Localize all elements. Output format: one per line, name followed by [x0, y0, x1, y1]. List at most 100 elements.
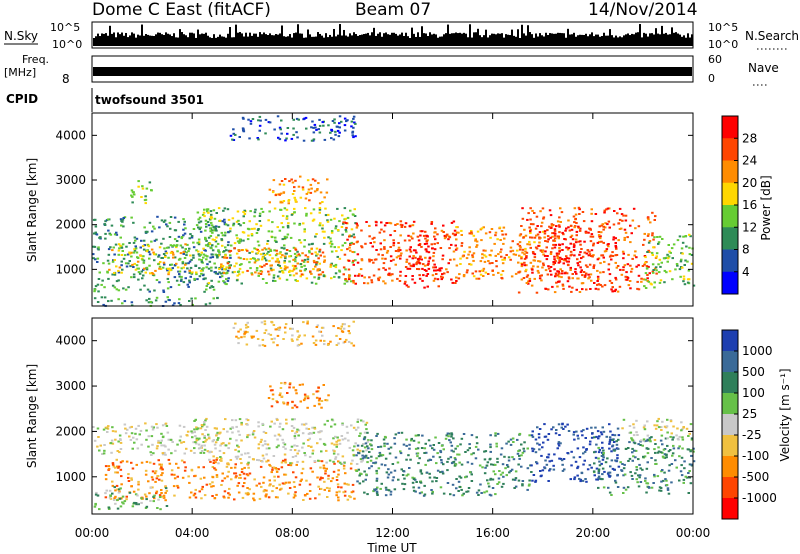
range-gate-cell [253, 499, 256, 502]
range-gate-cell [645, 447, 649, 450]
nsky-bar [679, 34, 681, 46]
range-gate-cell [635, 468, 639, 471]
range-gate-cell [580, 248, 583, 250]
range-gate-cell [627, 284, 631, 287]
nave-tick-bottom: 0 [708, 72, 715, 85]
range-gate-cell [613, 468, 616, 471]
nsky-bar [513, 35, 515, 46]
range-gate-cell [435, 480, 438, 483]
range-gate-cell [637, 443, 640, 446]
range-gate-cell [130, 216, 133, 219]
range-gate-cell [558, 259, 561, 262]
range-gate-cell [459, 263, 462, 265]
range-gate-cell [533, 236, 537, 239]
range-gate-cell [210, 279, 213, 282]
nsky-bar [483, 35, 485, 46]
range-gate-cell [634, 472, 637, 475]
range-gate-cell [622, 492, 625, 494]
range-gate-cell [278, 270, 281, 273]
range-gate-cell [431, 480, 434, 483]
range-gate-cell [237, 445, 240, 448]
range-gate-cell [235, 220, 239, 223]
range-gate-cell [563, 238, 566, 240]
range-gate-cell [169, 438, 173, 441]
range-gate-cell [284, 331, 287, 334]
range-gate-cell [264, 132, 267, 135]
range-gate-cell [242, 222, 246, 224]
range-gate-cell [408, 248, 412, 251]
range-gate-cell [265, 489, 268, 492]
nsky-bar [579, 34, 581, 46]
range-gate-cell [641, 444, 644, 447]
range-gate-cell [532, 448, 536, 451]
range-gate-cell [549, 251, 553, 254]
range-gate-cell [148, 181, 152, 184]
range-gate-cell [164, 486, 167, 488]
time-x-axis: 00:00 04:00 08:00 12:00 16:00 20:00 00:00 [75, 113, 710, 540]
range-gate-cell [182, 252, 185, 255]
range-gate-cell [321, 477, 324, 480]
range-gate-cell [288, 386, 291, 389]
y-tick-label: 4000 [55, 128, 86, 142]
range-gate-cell [156, 426, 159, 429]
range-gate-cell [247, 234, 250, 237]
range-gate-cell [210, 247, 213, 250]
range-gate-cell [477, 494, 480, 496]
range-gate-cell [258, 482, 261, 485]
range-gate-cell [107, 262, 111, 265]
range-gate-cell [574, 241, 578, 244]
range-gate-cell [189, 254, 192, 257]
range-gate-cell [683, 264, 686, 266]
range-gate-cell [202, 211, 206, 214]
range-gate-cell [340, 486, 343, 489]
range-gate-cell [160, 257, 163, 259]
range-gate-cell [597, 472, 600, 475]
range-gate-cell [624, 219, 628, 222]
range-gate-cell [296, 460, 299, 463]
range-gate-cell [171, 245, 175, 247]
range-gate-cell [335, 344, 339, 346]
range-gate-cell [338, 122, 341, 125]
range-gate-cell [335, 479, 339, 481]
range-gate-cell [153, 259, 156, 262]
range-gate-cell [590, 212, 593, 215]
range-gate-cell [140, 239, 143, 242]
range-gate-cell [207, 436, 211, 439]
y-tick-label: 1000 [55, 262, 86, 276]
range-gate-cell [246, 436, 249, 439]
range-gate-cell [340, 463, 343, 465]
range-gate-cell [608, 255, 612, 258]
range-gate-cell [524, 250, 527, 253]
nsky-bar [417, 32, 419, 46]
range-gate-cell [129, 265, 132, 268]
range-gate-cell [525, 268, 528, 271]
range-gate-cell [272, 279, 275, 282]
range-gate-cell [382, 280, 385, 283]
range-gate-cell [328, 489, 331, 492]
range-gate-cell [96, 257, 100, 260]
range-gate-cell [147, 435, 150, 438]
range-gate-cell [546, 273, 550, 276]
range-gate-cell [418, 243, 422, 245]
range-gate-cell [310, 187, 313, 190]
range-gate-cell [180, 275, 183, 278]
range-gate-cell [666, 260, 669, 263]
range-gate-cell [583, 276, 587, 278]
range-gate-cell [617, 465, 621, 468]
range-gate-cell [128, 491, 132, 494]
range-gate-cell [281, 254, 284, 257]
range-gate-cell [306, 258, 310, 261]
range-gate-cell [182, 251, 185, 254]
range-gate-cell [210, 224, 214, 227]
nsky-bar [423, 33, 425, 46]
range-gate-cell [627, 253, 630, 256]
range-gate-cell [188, 260, 192, 263]
range-gate-cell [215, 458, 218, 461]
range-gate-cell [572, 215, 576, 218]
range-gate-cell [484, 249, 487, 252]
range-gate-cell [98, 271, 101, 274]
range-gate-cell [384, 494, 388, 497]
range-gate-cell [263, 489, 267, 492]
range-gate-cell [496, 238, 499, 241]
range-gate-cell [106, 431, 109, 433]
